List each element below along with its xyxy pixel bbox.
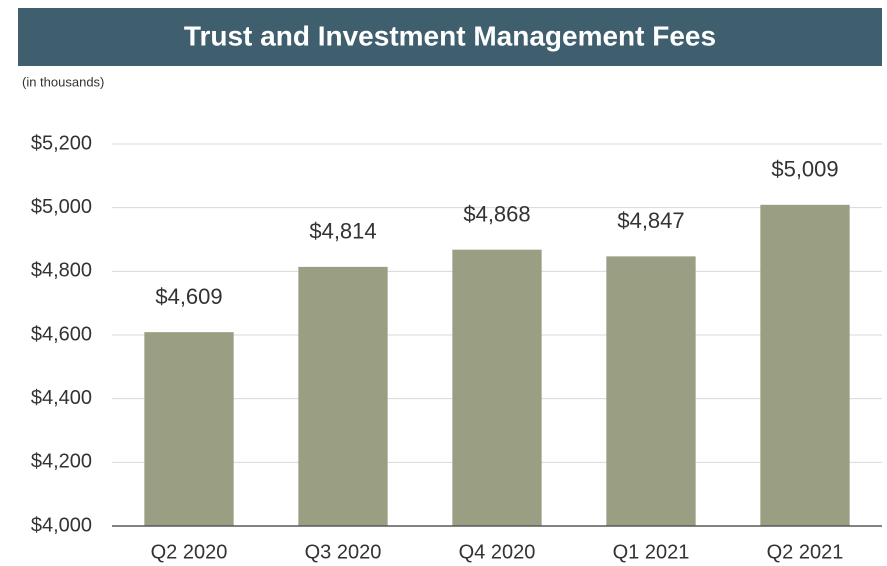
y-tick-label: $5,000	[31, 196, 92, 218]
chart-subtitle: (in thousands)	[22, 74, 104, 89]
y-tick-label: $5,200	[31, 132, 92, 154]
y-tick-label: $4,600	[31, 323, 92, 345]
value-label: $4,814	[309, 219, 376, 244]
bar	[760, 204, 850, 526]
chart-title: Trust and Investment Management Fees	[184, 20, 716, 51]
y-tick-label: $4,800	[31, 260, 92, 282]
title-banner	[18, 8, 882, 66]
x-tick-label: Q4 2020	[459, 541, 536, 563]
value-label: $5,009	[771, 157, 838, 182]
y-tick-label: $4,400	[31, 387, 92, 409]
x-tick-label: Q1 2021	[613, 541, 690, 563]
x-tick-label: Q3 2020	[305, 541, 382, 563]
bar	[298, 266, 388, 526]
x-tick-label: Q2 2020	[151, 541, 228, 563]
y-tick-label: $4,000	[31, 514, 92, 536]
value-label: $4,847	[617, 208, 684, 233]
bar	[144, 332, 234, 526]
bar	[606, 256, 696, 526]
bar	[452, 249, 542, 527]
value-label: $4,609	[155, 284, 222, 309]
value-label: $4,868	[463, 201, 530, 226]
x-tick-label: Q2 2021	[767, 541, 844, 563]
y-tick-label: $4,200	[31, 451, 92, 473]
